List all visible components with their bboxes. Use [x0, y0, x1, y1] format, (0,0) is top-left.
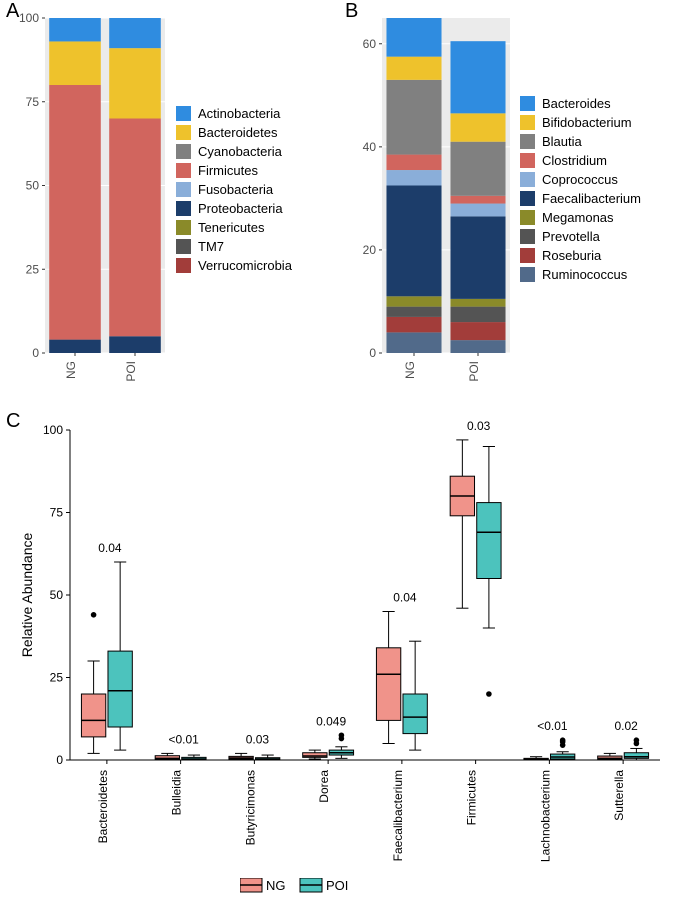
svg-text:Coprococcus: Coprococcus — [542, 172, 618, 187]
svg-text:50: 50 — [26, 179, 40, 193]
svg-text:Cyanobacteria: Cyanobacteria — [198, 144, 283, 159]
svg-text:NG: NG — [266, 878, 286, 893]
svg-text:Bacteroidetes: Bacteroidetes — [96, 770, 110, 843]
svg-text:Ruminococcus: Ruminococcus — [542, 267, 628, 282]
svg-text:POI: POI — [467, 361, 481, 382]
svg-text:Roseburia: Roseburia — [542, 248, 602, 263]
svg-text:20: 20 — [363, 243, 377, 257]
svg-text:0.03: 0.03 — [467, 419, 491, 433]
svg-text:75: 75 — [26, 95, 40, 109]
svg-text:0: 0 — [32, 346, 39, 360]
svg-text:Bacteroidetes: Bacteroidetes — [198, 125, 278, 140]
svg-text:Bacteroides: Bacteroides — [542, 96, 611, 111]
svg-text:Megamonas: Megamonas — [542, 210, 614, 225]
svg-text:Faecalibacterium: Faecalibacterium — [542, 191, 641, 206]
svg-text:0.03: 0.03 — [246, 732, 270, 746]
svg-text:TM7: TM7 — [198, 239, 224, 254]
svg-text:Firmicutes: Firmicutes — [198, 163, 258, 178]
svg-text:25: 25 — [26, 262, 40, 276]
svg-text:Butyricimonas: Butyricimonas — [243, 770, 257, 845]
svg-text:Fusobacteria: Fusobacteria — [198, 182, 274, 197]
svg-text:<0.01: <0.01 — [168, 732, 199, 746]
svg-text:POI: POI — [326, 878, 348, 893]
svg-text:Faecalibacterium: Faecalibacterium — [391, 770, 405, 861]
svg-text:0: 0 — [56, 753, 63, 767]
svg-text:NG: NG — [64, 361, 78, 379]
svg-text:Sutterella: Sutterella — [612, 770, 626, 821]
svg-text:Prevotella: Prevotella — [542, 229, 601, 244]
boxplot-chart: 0 25 50 75 100 Relative Abundance Bacteroidete… — [15, 400, 685, 910]
svg-text:60: 60 — [363, 37, 377, 51]
svg-text:100: 100 — [19, 13, 39, 25]
svg-text:50: 50 — [50, 588, 64, 602]
svg-text:0.049: 0.049 — [316, 714, 346, 728]
stacked-bar-chart: 0 20 40 60 NG POI — [342, 13, 530, 408]
svg-text:Dorea: Dorea — [317, 770, 331, 803]
svg-text:Firmicutes: Firmicutes — [465, 770, 479, 825]
svg-text:<0.01: <0.01 — [537, 719, 568, 733]
boxplot-legend: NG POI — [240, 878, 540, 915]
stacked-bar-chart: 0 25 50 75 100 NG POI — [5, 13, 185, 408]
svg-text:NG: NG — [403, 361, 417, 379]
legend: Bacteroides Bifidobacterium Blautia Clostri… — [520, 96, 685, 296]
svg-text:0.04: 0.04 — [393, 591, 417, 605]
svg-text:Lachnobacterium: Lachnobacterium — [538, 770, 552, 862]
svg-text:40: 40 — [363, 140, 377, 154]
svg-text:0.04: 0.04 — [98, 541, 122, 555]
svg-text:Tenericutes: Tenericutes — [198, 220, 265, 235]
svg-text:Proteobacteria: Proteobacteria — [198, 201, 283, 216]
svg-text:Actinobacteria: Actinobacteria — [198, 106, 281, 121]
svg-text:Bulleidia: Bulleidia — [170, 770, 184, 816]
svg-text:75: 75 — [50, 506, 64, 520]
svg-text:100: 100 — [43, 423, 63, 437]
svg-text:Blautia: Blautia — [542, 134, 583, 149]
svg-text:25: 25 — [50, 671, 64, 685]
svg-text:POI: POI — [124, 361, 138, 382]
svg-text:Verrucomicrobia: Verrucomicrobia — [198, 258, 293, 273]
svg-text:Clostridium: Clostridium — [542, 153, 607, 168]
svg-text:0: 0 — [369, 346, 376, 360]
svg-text:0.02: 0.02 — [614, 719, 638, 733]
svg-text:Bifidobacterium: Bifidobacterium — [542, 115, 632, 130]
svg-text:Relative Abundance: Relative Abundance — [19, 533, 35, 658]
